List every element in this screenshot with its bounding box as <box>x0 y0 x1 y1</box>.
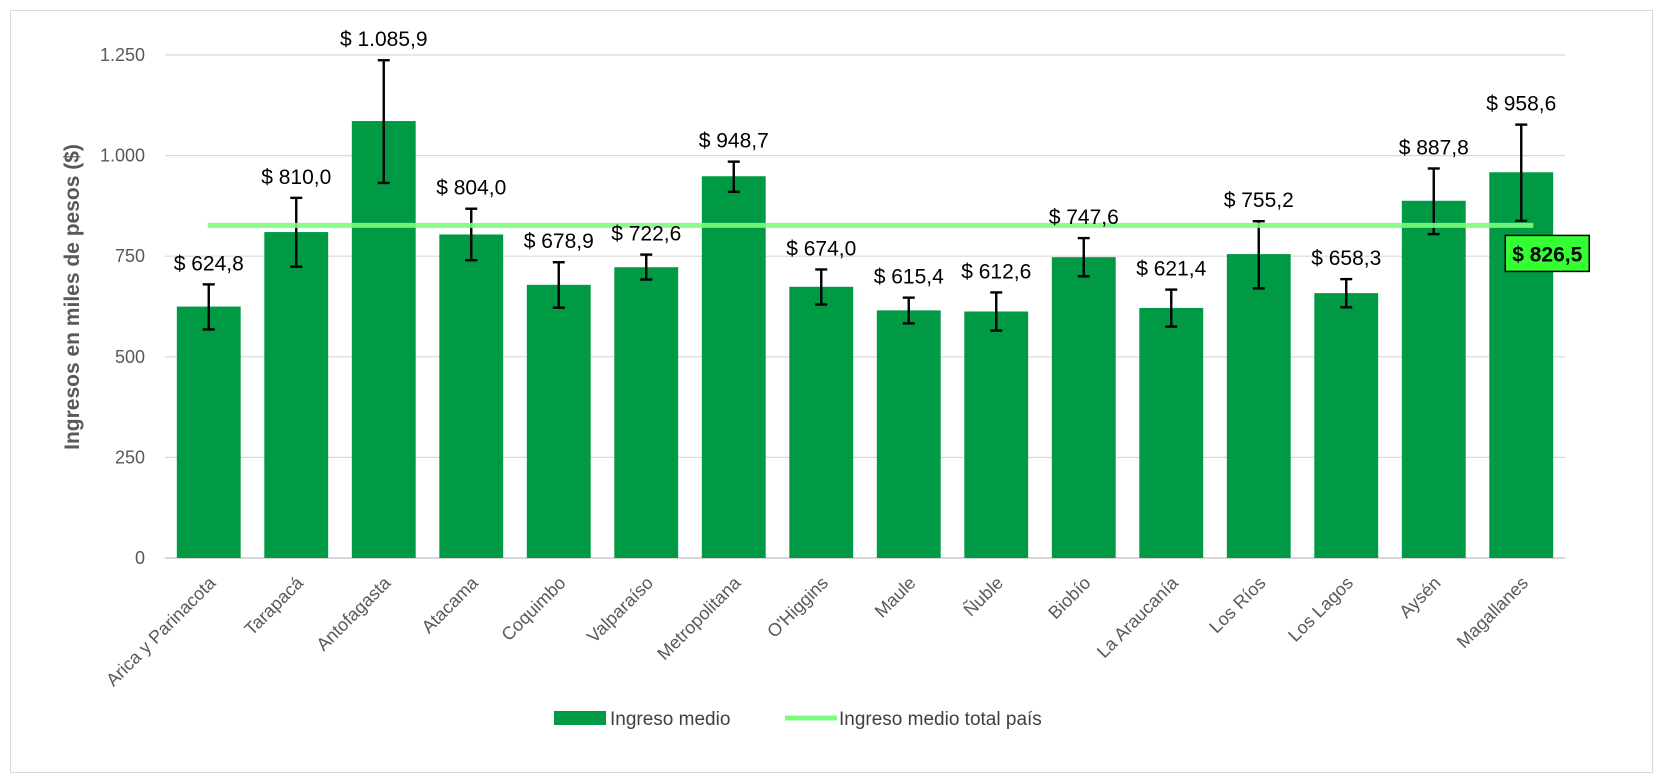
bar <box>176 306 241 558</box>
y-tick-label: 750 <box>115 246 145 266</box>
bar <box>351 121 416 558</box>
y-tick-label: 1.000 <box>100 146 145 166</box>
data-label: $ 678,9 <box>524 230 594 253</box>
legend-swatch-bar <box>554 711 606 725</box>
data-label: $ 658,3 <box>1311 247 1381 270</box>
data-label: $ 612,6 <box>961 260 1031 283</box>
data-label: $ 722,6 <box>611 223 681 246</box>
y-tick-label: 1.250 <box>100 45 145 65</box>
average-label: $ 826,5 <box>1512 243 1582 266</box>
data-label: $ 887,8 <box>1399 136 1469 159</box>
bar <box>526 284 591 558</box>
legend-label-bar: Ingreso medio <box>610 709 730 730</box>
bar <box>789 286 854 558</box>
data-label: $ 615,4 <box>874 266 944 289</box>
data-labels: $ 624,8 $ 810,0 $ 1.085,9 $ 804,0 $ 678,9 $ 7… <box>174 28 1557 288</box>
x-tick-label: Coquimbo <box>497 573 569 645</box>
x-tick-label: Ñuble <box>959 572 1007 620</box>
legend-label-line: Ingreso medio total país <box>839 709 1042 730</box>
data-label: $ 810,0 <box>261 166 331 189</box>
y-axis-label: Ingresos en miles de pesos ($) <box>61 144 84 450</box>
data-label: $ 755,2 <box>1224 189 1294 212</box>
x-tick-label: Maule <box>871 573 920 622</box>
bar <box>439 234 504 558</box>
y-tick-label: 500 <box>115 347 145 367</box>
x-tick-label: Valparaíso <box>583 573 657 647</box>
bar <box>1051 257 1116 558</box>
x-tick-label: Tarapacá <box>241 572 308 639</box>
x-tick-label: Atacama <box>418 572 483 637</box>
average-label-box <box>1504 234 1590 273</box>
x-tick-label: Los Lagos <box>1284 573 1357 646</box>
x-tick-label: Biobío <box>1044 573 1094 623</box>
data-label: $ 621,4 <box>1136 258 1206 281</box>
y-tick-label: 250 <box>115 447 145 467</box>
bars <box>176 121 1554 559</box>
x-tick-label: Metropolitana <box>653 572 745 664</box>
bar <box>964 311 1029 558</box>
bar <box>701 176 766 559</box>
y-tick-label: 0 <box>135 548 145 568</box>
x-tick-label: O'Higgins <box>763 573 832 642</box>
bar <box>1314 293 1379 558</box>
x-tick-label: Arica y Parinacota <box>102 572 220 690</box>
bar <box>1226 254 1291 558</box>
data-label: $ 1.085,9 <box>340 28 428 51</box>
x-tick-label: La Araucanía <box>1093 572 1183 662</box>
x-tick-label: Magallanes <box>1453 573 1532 652</box>
data-label: $ 674,0 <box>786 237 856 260</box>
x-tick-label: Antofagasta <box>312 572 395 655</box>
data-label: $ 958,6 <box>1486 93 1556 116</box>
average-line-group: $ 826,5 <box>207 222 1590 273</box>
bar <box>876 310 941 558</box>
data-label: $ 624,8 <box>174 252 244 275</box>
data-label: $ 948,7 <box>699 130 769 153</box>
data-label: $ 804,0 <box>436 177 506 200</box>
bar <box>264 232 329 558</box>
x-axis-ticks: Arica y Parinacota Tarapacá Antofagasta Ata… <box>102 572 1532 690</box>
bar <box>614 267 679 558</box>
bar <box>1139 307 1204 558</box>
data-label: $ 747,6 <box>1049 206 1119 229</box>
error-bars <box>202 59 1528 332</box>
legend: Ingreso medio Ingreso medio total país <box>554 709 1042 730</box>
x-tick-label: Los Ríos <box>1205 573 1269 637</box>
bar <box>1489 172 1554 559</box>
bar <box>1401 200 1466 559</box>
x-tick-label: Aysén <box>1395 573 1444 622</box>
y-axis-ticks: 0 250 500 750 1.000 1.250 <box>100 45 145 568</box>
